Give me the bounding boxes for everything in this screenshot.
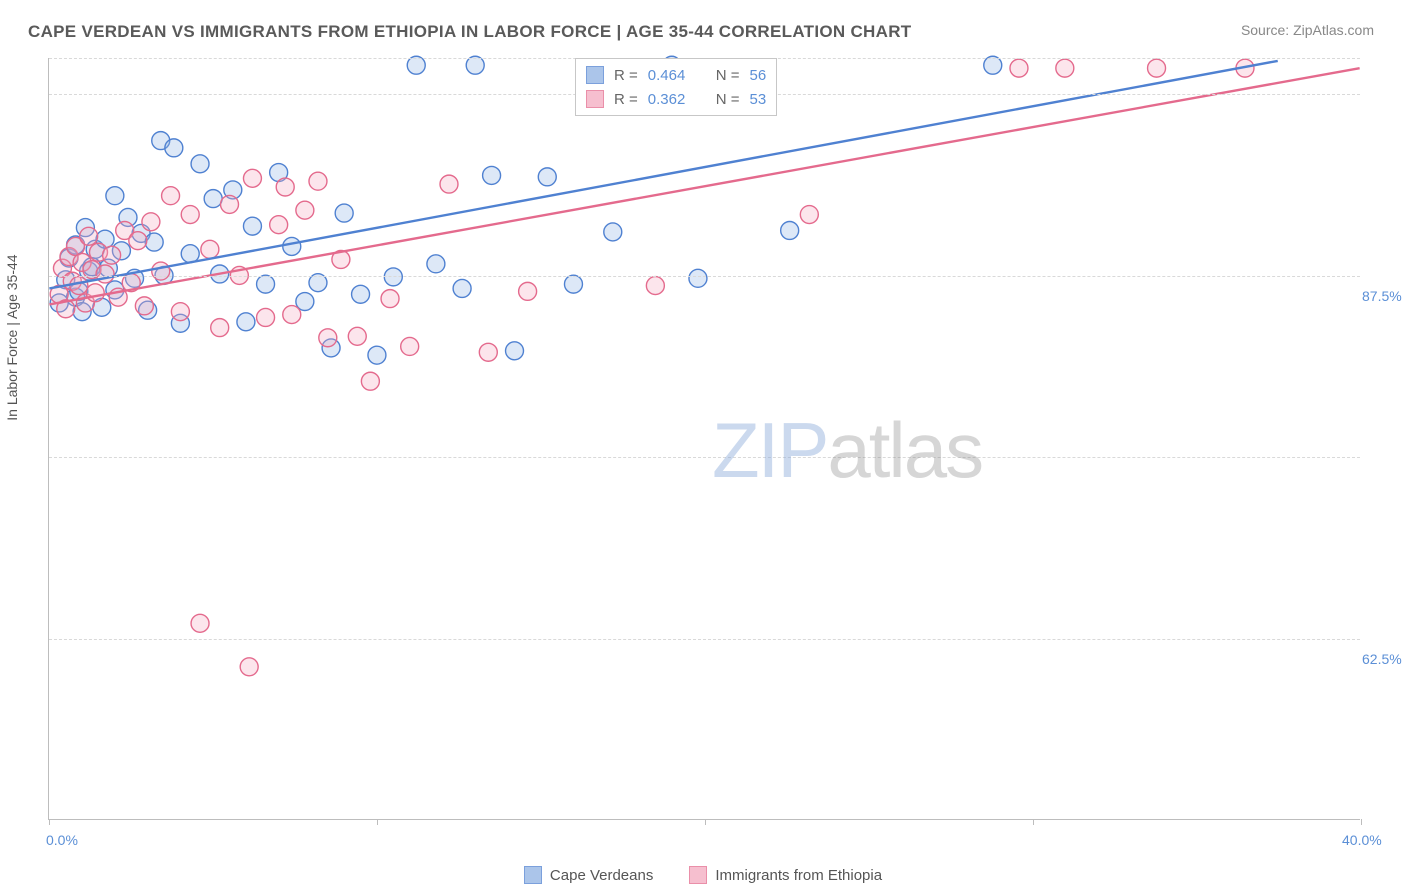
data-point: [1056, 59, 1074, 77]
legend-swatch: [689, 866, 707, 884]
legend-stat-row: R = 0.362 N = 53: [586, 87, 766, 111]
legend-label: Cape Verdeans: [550, 867, 653, 884]
data-point: [519, 282, 537, 300]
x-tick: [705, 819, 706, 825]
data-point: [479, 343, 497, 361]
data-point: [181, 245, 199, 263]
correlation-legend: R = 0.464 N = 56 R = 0.362 N = 53: [575, 58, 777, 116]
gridline-h: [49, 276, 1360, 277]
data-point: [319, 329, 337, 347]
data-point: [427, 255, 445, 273]
data-point: [70, 277, 88, 295]
data-point: [191, 155, 209, 173]
data-point: [453, 279, 471, 297]
data-point: [384, 268, 402, 286]
data-point: [335, 204, 353, 222]
data-point: [80, 227, 98, 245]
data-point: [103, 246, 121, 264]
data-point: [135, 297, 153, 315]
gridline-h: [49, 457, 1360, 458]
data-point: [483, 166, 501, 184]
data-point: [348, 327, 366, 345]
data-point: [352, 285, 370, 303]
data-point: [309, 172, 327, 190]
data-point: [381, 290, 399, 308]
data-point: [270, 216, 288, 234]
x-tick-label: 40.0%: [1342, 832, 1382, 848]
data-point: [1010, 59, 1028, 77]
y-tick-label: 87.5%: [1362, 288, 1406, 304]
data-point: [368, 346, 386, 364]
data-point: [211, 319, 229, 337]
n-label: N =: [716, 91, 740, 108]
data-point: [276, 178, 294, 196]
data-point: [440, 175, 458, 193]
data-point: [165, 139, 183, 157]
series-legend: Cape Verdeans Immigrants from Ethiopia: [0, 866, 1406, 884]
n-label: N =: [716, 67, 740, 84]
data-point: [800, 206, 818, 224]
data-point: [204, 190, 222, 208]
chart-container: CAPE VERDEAN VS IMMIGRANTS FROM ETHIOPIA…: [0, 0, 1406, 892]
r-label: R =: [614, 91, 638, 108]
data-point: [1148, 59, 1166, 77]
data-point: [257, 275, 275, 293]
data-point: [283, 306, 301, 324]
data-point: [283, 237, 301, 255]
data-point: [145, 233, 163, 251]
data-point: [243, 169, 261, 187]
data-point: [538, 168, 556, 186]
data-point: [191, 614, 209, 632]
x-tick: [49, 819, 50, 825]
y-tick-label: 62.5%: [1362, 651, 1406, 667]
legend-swatch: [524, 866, 542, 884]
r-value: 0.362: [648, 91, 700, 108]
legend-swatch: [586, 90, 604, 108]
data-point: [361, 372, 379, 390]
data-point: [689, 269, 707, 287]
data-point: [152, 262, 170, 280]
r-label: R =: [614, 67, 638, 84]
data-point: [781, 222, 799, 240]
data-point: [181, 206, 199, 224]
data-point: [86, 284, 104, 302]
legend-item: Immigrants from Ethiopia: [689, 866, 882, 884]
source-attribution: Source: ZipAtlas.com: [1241, 22, 1374, 38]
gridline-h: [49, 639, 1360, 640]
data-point: [296, 201, 314, 219]
data-point: [142, 213, 160, 231]
legend-item: Cape Verdeans: [524, 866, 653, 884]
data-point: [257, 308, 275, 326]
x-tick-label: 0.0%: [46, 832, 78, 848]
data-point: [129, 232, 147, 250]
data-point: [604, 223, 622, 241]
data-point: [171, 303, 189, 321]
x-tick: [1033, 819, 1034, 825]
data-point: [401, 337, 419, 355]
legend-stat-row: R = 0.464 N = 56: [586, 63, 766, 87]
data-point: [506, 342, 524, 360]
x-tick: [377, 819, 378, 825]
r-value: 0.464: [648, 67, 700, 84]
legend-label: Immigrants from Ethiopia: [715, 867, 882, 884]
data-point: [221, 195, 239, 213]
chart-svg: [49, 58, 1360, 819]
data-point: [646, 277, 664, 295]
data-point: [243, 217, 261, 235]
x-tick: [1361, 819, 1362, 825]
plot-area: 62.5%87.5%: [48, 58, 1360, 820]
data-point: [237, 313, 255, 331]
n-value: 56: [750, 67, 767, 84]
data-point: [564, 275, 582, 293]
n-value: 53: [750, 91, 767, 108]
legend-swatch: [586, 66, 604, 84]
chart-title: CAPE VERDEAN VS IMMIGRANTS FROM ETHIOPIA…: [28, 22, 911, 42]
data-point: [201, 240, 219, 258]
data-point: [240, 658, 258, 676]
data-point: [106, 187, 124, 205]
data-point: [162, 187, 180, 205]
y-axis-label: In Labor Force | Age 35-44: [4, 254, 20, 420]
